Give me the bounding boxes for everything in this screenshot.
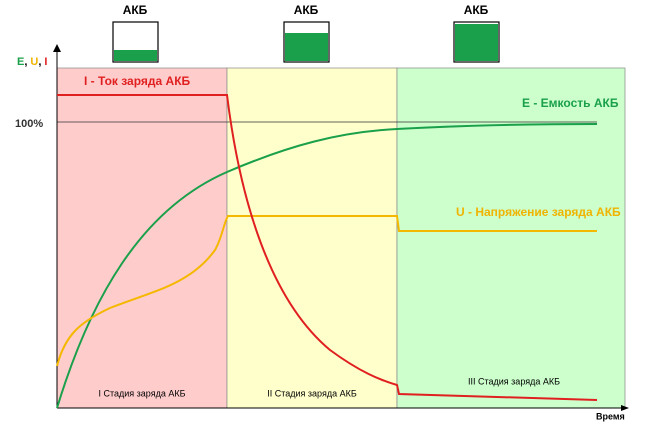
y-axis-arrow [53, 44, 61, 52]
capacity-label: E - Емкость АКБ [522, 96, 619, 110]
battery-label: АКБ [294, 3, 319, 17]
current-curve [57, 94, 598, 401]
stage-2-area [226, 67, 398, 409]
x-axis-label: Время [596, 411, 625, 421]
x-axis-arrow [621, 405, 629, 411]
stage-3-area [396, 67, 626, 409]
capacity-curve [56, 123, 598, 409]
current-label: I - Ток заряда АКБ [84, 74, 191, 88]
voltage-curve [56, 215, 597, 367]
voltage-label: U - Напряжение заряда АКБ [456, 205, 621, 219]
full-level-label: 100% [15, 118, 43, 130]
stage-label: I Стадия заряда АКБ [99, 388, 186, 398]
stage-label: III Стадия заряда АКБ [468, 376, 560, 386]
battery-charge [114, 50, 157, 61]
axis-label: E, U, I [17, 56, 47, 68]
stage-label: II Стадия заряда АКБ [267, 388, 357, 398]
battery-charge [285, 33, 328, 61]
battery-label: АКБ [123, 3, 148, 17]
battery-label: АКБ [464, 3, 489, 17]
battery-charge [455, 24, 498, 61]
